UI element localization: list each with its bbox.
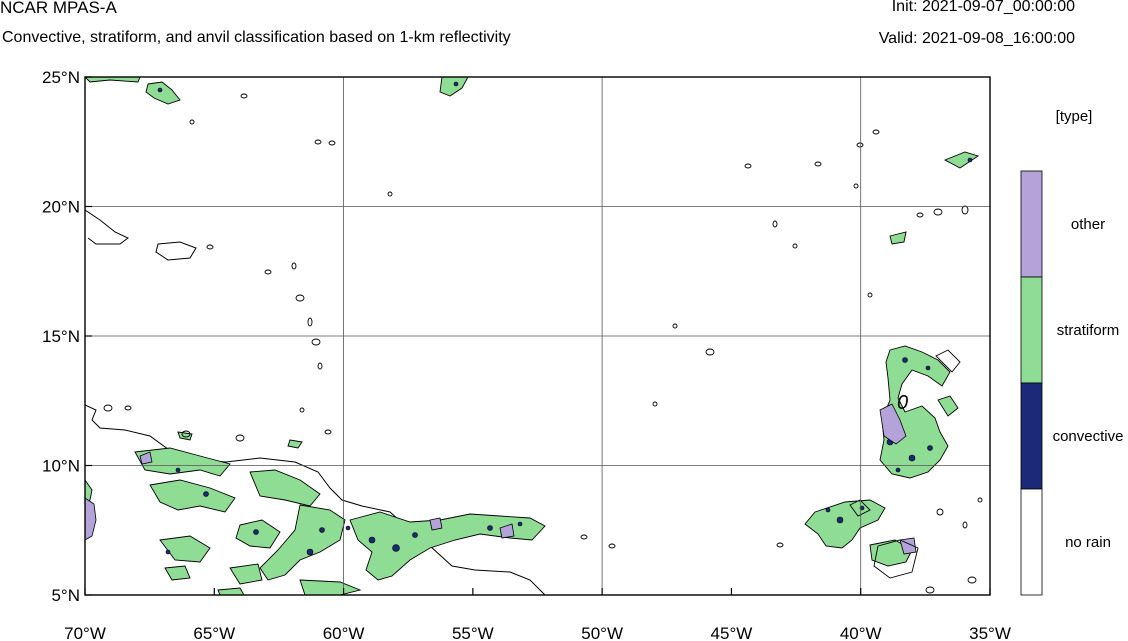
- legend-items: other stratiform convective no rain: [1020, 170, 1124, 596]
- init-time: Init: 2021-09-07_00:00:00: [891, 0, 1075, 15]
- lon-tick-label: 70°W: [64, 624, 106, 641]
- legend-label: no rain: [1065, 534, 1111, 551]
- lon-tick-label: 65°W: [193, 624, 235, 641]
- lon-tick-label: 45°W: [711, 624, 753, 641]
- legend-swatch: [1020, 170, 1043, 278]
- axis-ticks: 70°W 65°W 60°W 55°W 50°W 45°W 40°W 35°W 25°N 20°N…: [42, 68, 1011, 641]
- stratiform-cells: [85, 77, 980, 595]
- legend-title: [type]: [1056, 108, 1093, 125]
- other-cells: [85, 403, 917, 555]
- coastline: [85, 404, 546, 595]
- contour-label: 0: [897, 392, 908, 414]
- legend-swatch: [1020, 382, 1043, 490]
- lon-tick-label: 55°W: [452, 624, 494, 641]
- lon-tick-label: 60°W: [323, 624, 365, 641]
- map-plot-area: 0 70°W 65°W 60°W 55°W 50°W 45°W 40°W 35°W 25°N 20…: [42, 68, 1011, 641]
- small-contours: [103, 93, 983, 594]
- legend-label: convective: [1053, 428, 1124, 445]
- island-outline: [155, 241, 197, 261]
- lat-tick-label: 5°N: [51, 586, 80, 605]
- lon-tick-label: 40°W: [840, 624, 882, 641]
- legend-swatch: [1020, 488, 1043, 596]
- legend-label: stratiform: [1057, 322, 1120, 339]
- map-title: NCAR MPAS-A: [0, 0, 117, 17]
- legend-swatch: [1020, 276, 1043, 384]
- map-subtitle: Convective, stratiform, and anvil classi…: [2, 29, 511, 46]
- legend-label: other: [1071, 216, 1105, 233]
- legend: [type] other stratiform convective no rain: [1020, 108, 1124, 596]
- coastline: [85, 209, 129, 245]
- lon-tick-label: 35°W: [969, 624, 1011, 641]
- grid-lines: [85, 77, 990, 595]
- lat-tick-label: 20°N: [42, 198, 80, 217]
- precip-field: [85, 77, 983, 595]
- lat-tick-label: 10°N: [42, 457, 80, 476]
- valid-time: Valid: 2021-09-08_16:00:00: [878, 30, 1075, 47]
- lon-tick-label: 50°W: [581, 624, 623, 641]
- lat-tick-label: 25°N: [42, 68, 80, 87]
- lat-tick-label: 15°N: [42, 327, 80, 346]
